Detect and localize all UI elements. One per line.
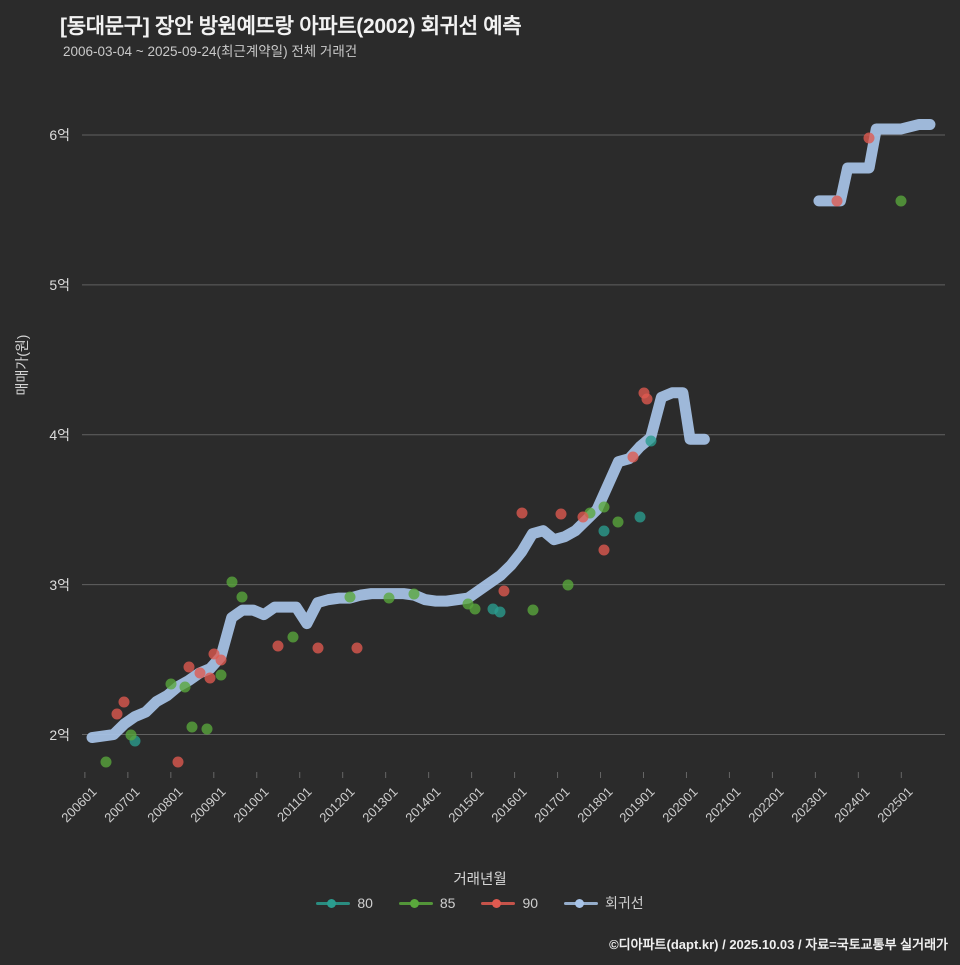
scatter-point-90	[516, 507, 528, 519]
legend-item-85[interactable]: 85	[398, 895, 456, 911]
scatter-point-85	[562, 579, 574, 591]
scatter-point-85	[236, 591, 248, 603]
page-title: [동대문구] 장안 방원예뜨랑 아파트(2002) 회귀선 예측	[60, 15, 522, 38]
scatter-point-85	[527, 604, 538, 616]
scatter-point-85	[287, 631, 299, 643]
y-tick-label: 3억	[49, 576, 70, 593]
y-axis-label: 매매가(원)	[14, 334, 30, 396]
chart-subtitle: 2006-03-04 ~ 2025-09-24(최근계약일) 전체 거래건	[63, 44, 358, 59]
legend-label: 85	[439, 895, 456, 911]
scatter-point-85	[100, 756, 112, 767]
scatter-point-85	[125, 729, 137, 740]
scatter-point-85	[201, 723, 213, 734]
scatter-point-90	[351, 642, 363, 654]
scatter-point-90	[498, 585, 510, 597]
scatter-point-90	[111, 708, 123, 719]
scatter-point-90	[641, 393, 653, 405]
scatter-point-85	[408, 588, 420, 600]
y-tick-label: 4억	[49, 426, 70, 443]
legend-item-회귀선[interactable]: 회귀선	[564, 893, 644, 913]
legend-label: 90	[522, 895, 539, 911]
scatter-point-90	[577, 511, 589, 523]
legend-swatch-icon	[481, 897, 516, 909]
scatter-point-90	[172, 756, 184, 767]
scatter-point-85	[598, 501, 610, 513]
x-axis-label: 거래년월	[453, 872, 507, 888]
scatter-point-90	[272, 640, 284, 652]
scatter-point-90	[627, 451, 639, 463]
scatter-point-85	[165, 678, 177, 690]
scatter-point-90	[183, 661, 195, 673]
scatter-point-80	[634, 511, 646, 523]
legend-item-80[interactable]: 80	[316, 895, 373, 911]
legend-swatch-icon	[316, 897, 351, 909]
scatter-point-90	[555, 508, 567, 520]
scatter-point-85	[226, 576, 238, 588]
scatter-point-80	[645, 435, 657, 447]
scatter-point-85	[215, 669, 227, 681]
scatter-point-85	[895, 195, 907, 207]
legend-item-90[interactable]: 90	[481, 895, 538, 911]
regression-line	[813, 118, 936, 207]
scatter-point-80	[494, 606, 506, 618]
scatter-point-85	[469, 603, 481, 615]
scatter-point-85	[344, 591, 356, 603]
scatter-point-85	[186, 721, 198, 733]
legend-swatch-icon	[398, 897, 433, 909]
y-tick-label: 6억	[49, 127, 70, 143]
y-tick-label: 5억	[49, 276, 70, 293]
scatter-point-90	[118, 696, 130, 708]
scatter-point-85	[612, 516, 624, 528]
scatter-point-90	[194, 667, 205, 679]
scatter-point-90	[863, 132, 875, 144]
scatter-point-90	[598, 544, 610, 556]
scatter-point-90	[204, 672, 216, 684]
legend-label: 80	[357, 895, 373, 911]
scatter-point-90	[215, 654, 227, 666]
scatter-point-85	[179, 681, 191, 693]
footer-credit: ©디아파트(dapt.kr) / 2025.10.03 / 자료=국토교통부 실…	[609, 937, 948, 952]
scatter-point-85	[383, 592, 395, 604]
legend-label: 회귀선	[605, 895, 644, 911]
y-tick-label: 2억	[49, 726, 70, 743]
scatter-point-90	[312, 642, 324, 654]
scatter-point-90	[208, 648, 220, 660]
scatter-point-80	[598, 525, 610, 537]
legend-swatch-icon	[564, 897, 599, 909]
scatter-point-90	[831, 195, 843, 207]
chart-legend: 80 85 90 회귀선	[0, 893, 960, 913]
